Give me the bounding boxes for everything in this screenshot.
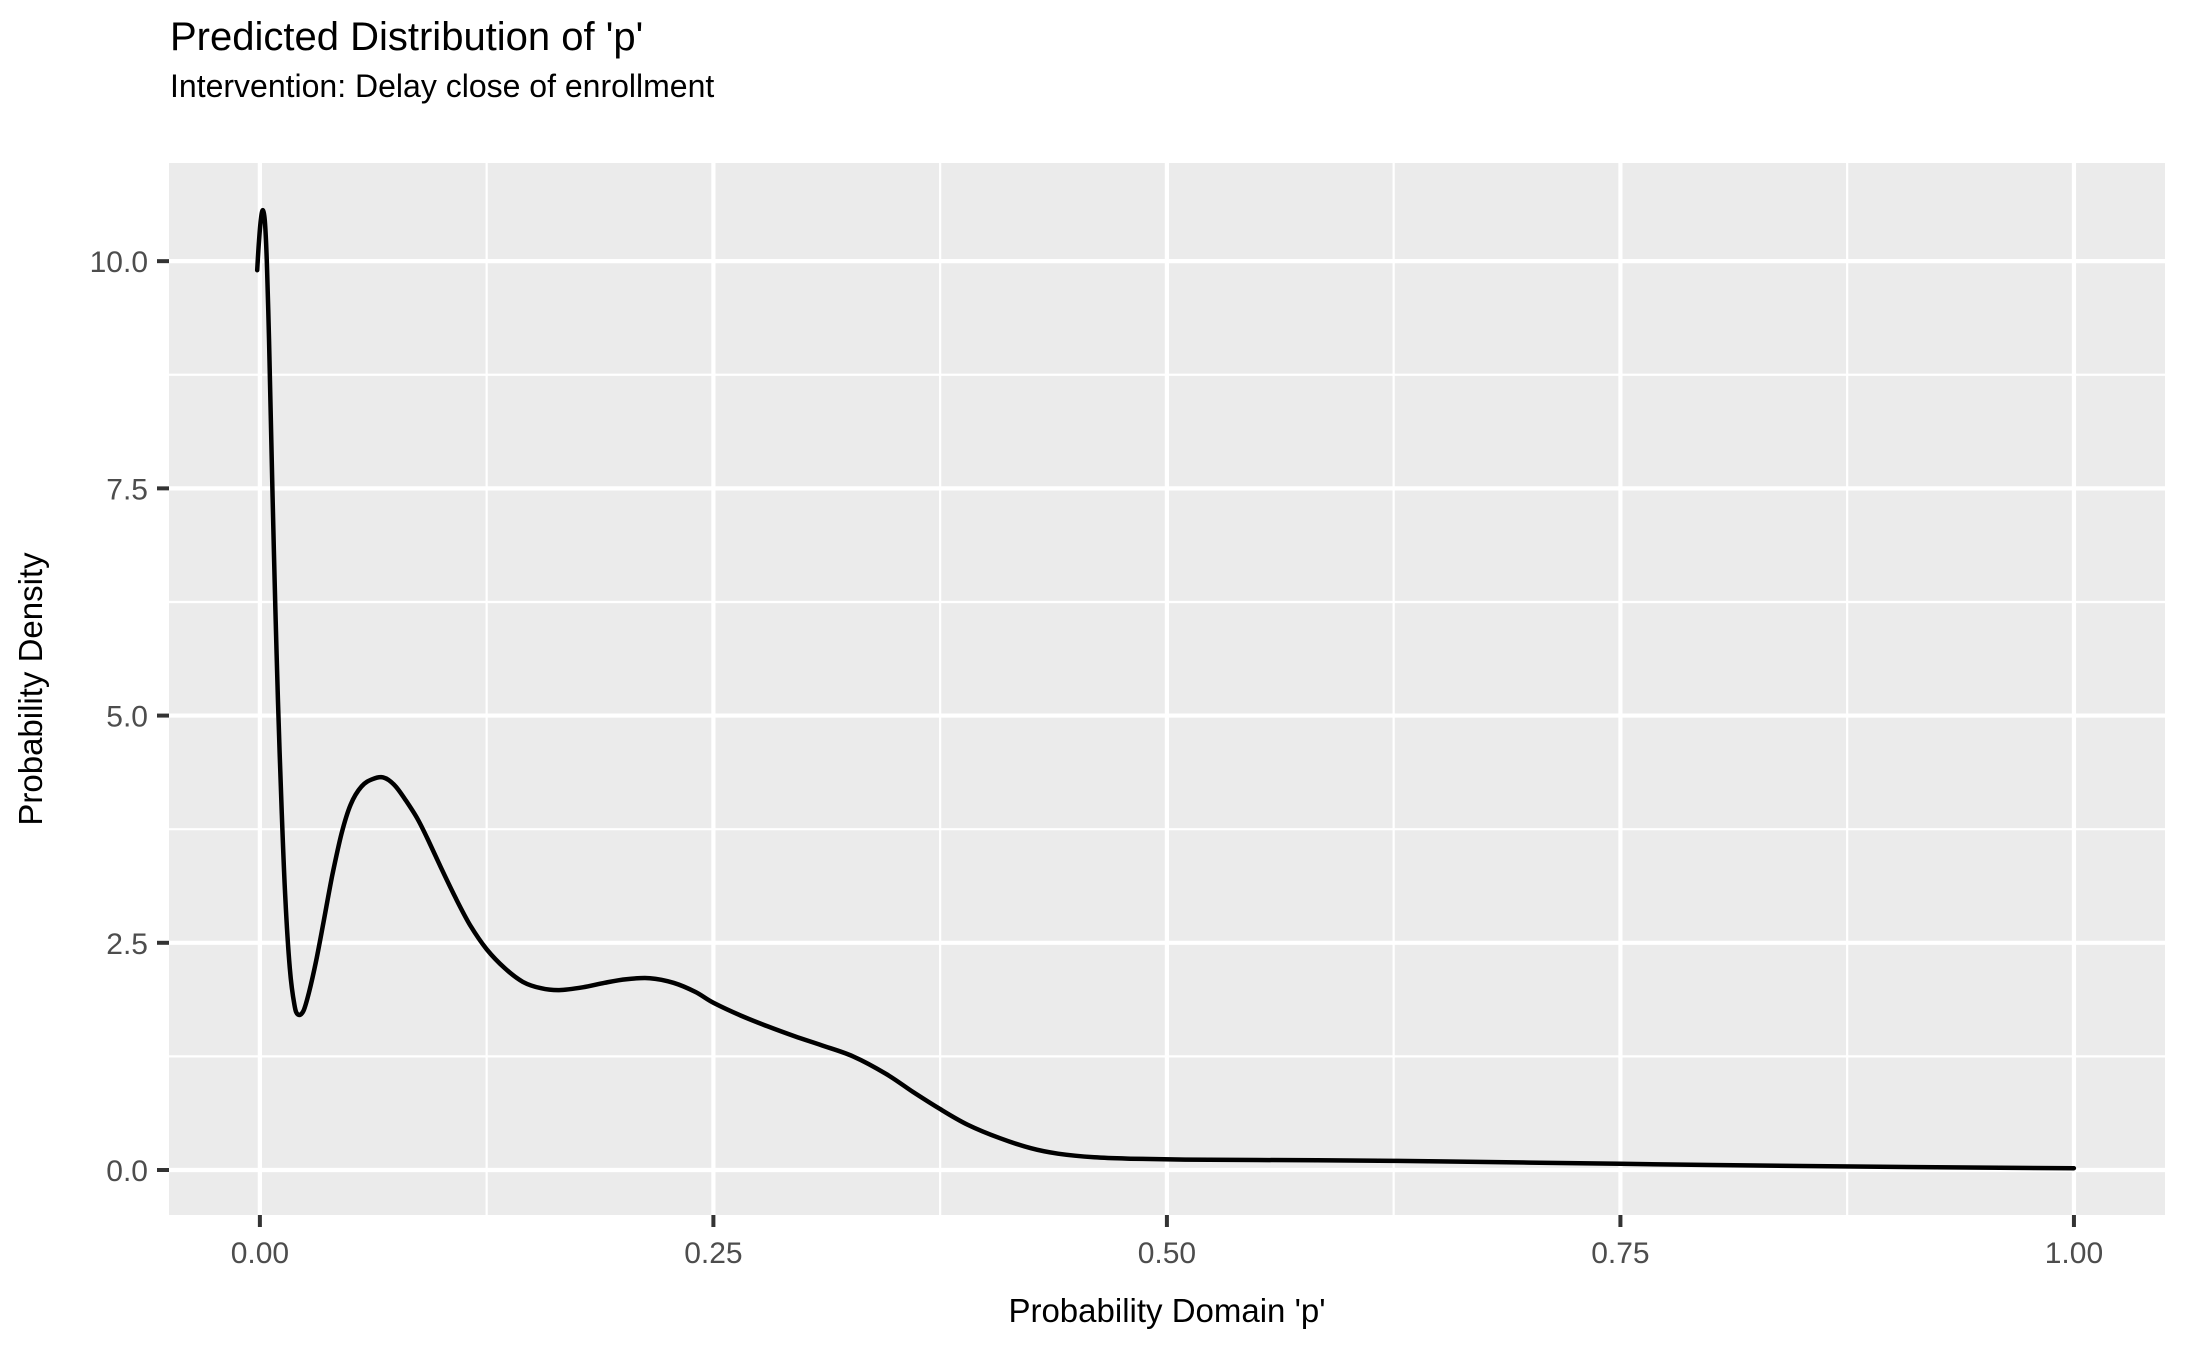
y-tick-label: 0.0 <box>106 1155 148 1188</box>
y-tick-label: 2.5 <box>106 928 148 961</box>
y-tick-label: 10.0 <box>90 246 148 279</box>
y-axis-title: Probability Density <box>12 552 49 826</box>
chart-title: Predicted Distribution of 'p' <box>170 15 643 59</box>
y-tick-label: 5.0 <box>106 701 148 734</box>
x-axis-ticks <box>257 1215 2076 1227</box>
x-axis-tick-labels: 0.00 0.25 0.50 0.75 1.00 <box>231 1237 2103 1270</box>
x-tick-label: 0.25 <box>684 1237 742 1270</box>
density-curve <box>254 207 2077 1171</box>
major-gridlines <box>169 163 2165 1215</box>
x-axis-title: Probability Domain 'p' <box>1008 1292 1325 1329</box>
x-tick-label: 1.00 <box>2045 1237 2103 1270</box>
x-tick-label: 0.00 <box>231 1237 289 1270</box>
chart-subtitle: Intervention: Delay close of enrollment <box>170 68 714 104</box>
y-tick-label: 7.5 <box>106 473 148 506</box>
y-axis-tick-labels: 0.0 2.5 5.0 7.5 10.0 <box>90 246 148 1188</box>
y-axis-ticks <box>157 259 169 1173</box>
x-tick-label: 0.75 <box>1591 1237 1649 1270</box>
x-tick-label: 0.50 <box>1138 1237 1196 1270</box>
